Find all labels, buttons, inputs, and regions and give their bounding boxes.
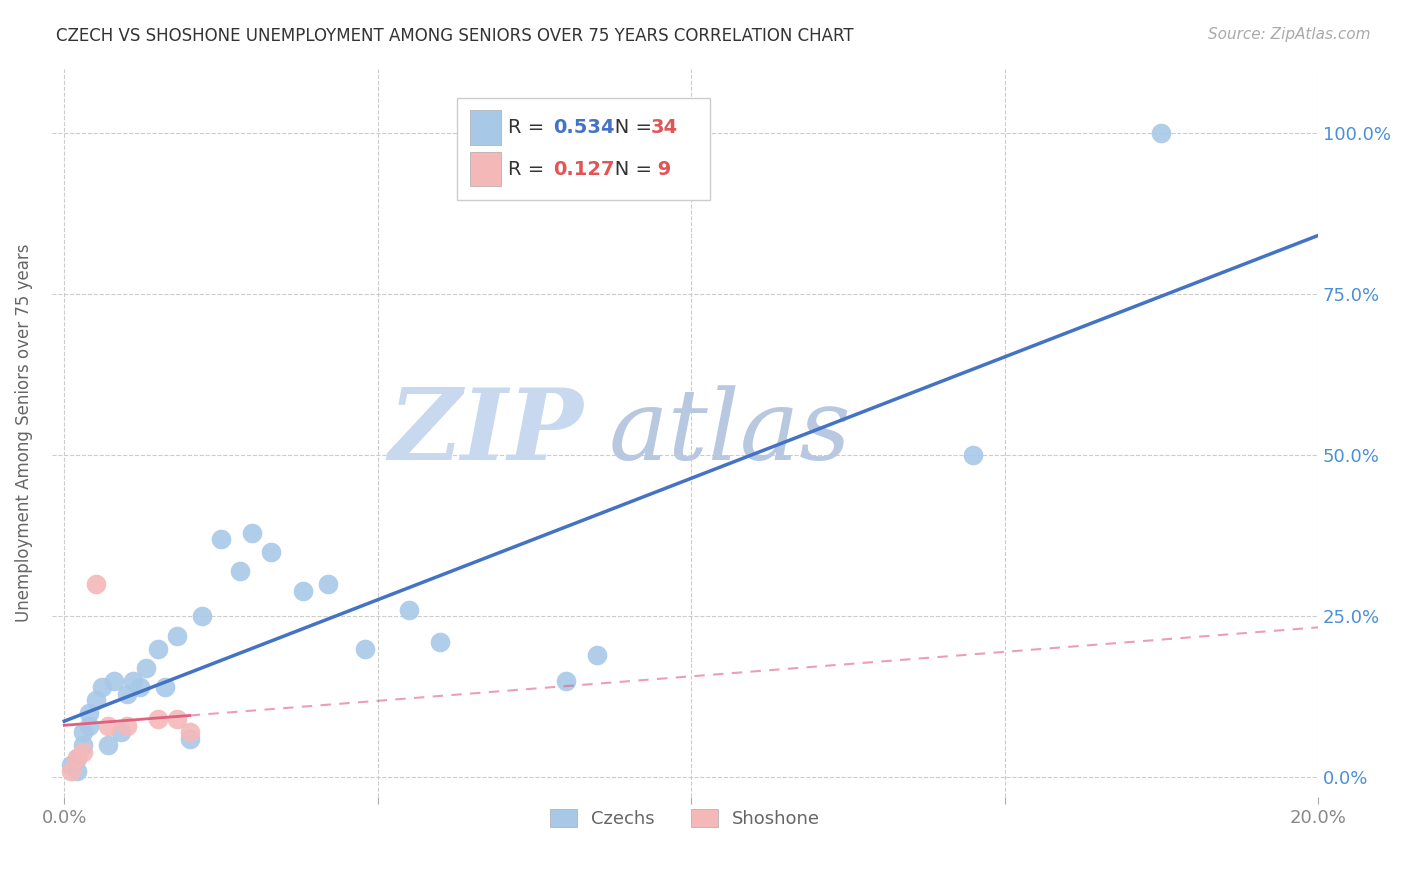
Point bbox=[84, 577, 107, 591]
Point bbox=[103, 673, 125, 688]
Point bbox=[79, 706, 101, 720]
Legend: Czechs, Shoshone: Czechs, Shoshone bbox=[543, 801, 828, 835]
Text: N =: N = bbox=[596, 160, 658, 178]
Point bbox=[153, 680, 176, 694]
Text: R =: R = bbox=[508, 160, 550, 178]
Point bbox=[962, 448, 984, 462]
Point bbox=[179, 731, 201, 746]
Point bbox=[72, 745, 94, 759]
Point bbox=[260, 545, 283, 559]
Point bbox=[354, 641, 377, 656]
Point bbox=[191, 609, 214, 624]
Text: atlas: atlas bbox=[609, 385, 852, 480]
Point bbox=[110, 725, 132, 739]
Text: 0.127: 0.127 bbox=[553, 160, 614, 178]
Text: N =: N = bbox=[596, 118, 658, 137]
Point bbox=[115, 687, 138, 701]
FancyBboxPatch shape bbox=[470, 152, 502, 186]
Point bbox=[59, 764, 82, 778]
Point bbox=[115, 719, 138, 733]
Text: 34: 34 bbox=[651, 118, 678, 137]
Text: 9: 9 bbox=[651, 160, 671, 178]
Point bbox=[179, 725, 201, 739]
Point bbox=[128, 680, 150, 694]
Point bbox=[122, 673, 145, 688]
Point bbox=[240, 525, 263, 540]
Point bbox=[59, 757, 82, 772]
Point bbox=[209, 532, 232, 546]
FancyBboxPatch shape bbox=[457, 97, 710, 200]
Text: 0.534: 0.534 bbox=[553, 118, 614, 137]
Point bbox=[229, 564, 252, 578]
Point bbox=[166, 713, 188, 727]
Point bbox=[316, 577, 339, 591]
Point bbox=[291, 583, 314, 598]
Point bbox=[79, 719, 101, 733]
FancyBboxPatch shape bbox=[470, 110, 502, 145]
Point bbox=[554, 673, 576, 688]
Point bbox=[90, 680, 112, 694]
Point bbox=[97, 719, 120, 733]
Point bbox=[66, 751, 89, 765]
Point bbox=[148, 713, 170, 727]
Text: ZIP: ZIP bbox=[388, 384, 583, 481]
Y-axis label: Unemployment Among Seniors over 75 years: Unemployment Among Seniors over 75 years bbox=[15, 244, 32, 622]
Point bbox=[66, 751, 89, 765]
Point bbox=[429, 635, 451, 649]
Point bbox=[1150, 126, 1173, 140]
Text: Source: ZipAtlas.com: Source: ZipAtlas.com bbox=[1208, 27, 1371, 42]
Point bbox=[135, 661, 157, 675]
Text: R =: R = bbox=[508, 118, 550, 137]
Point bbox=[66, 764, 89, 778]
Point bbox=[97, 738, 120, 752]
Point bbox=[84, 693, 107, 707]
Point bbox=[586, 648, 609, 662]
Point bbox=[148, 641, 170, 656]
Point bbox=[166, 629, 188, 643]
Point bbox=[398, 603, 420, 617]
Text: CZECH VS SHOSHONE UNEMPLOYMENT AMONG SENIORS OVER 75 YEARS CORRELATION CHART: CZECH VS SHOSHONE UNEMPLOYMENT AMONG SEN… bbox=[56, 27, 853, 45]
Point bbox=[72, 738, 94, 752]
Point bbox=[72, 725, 94, 739]
